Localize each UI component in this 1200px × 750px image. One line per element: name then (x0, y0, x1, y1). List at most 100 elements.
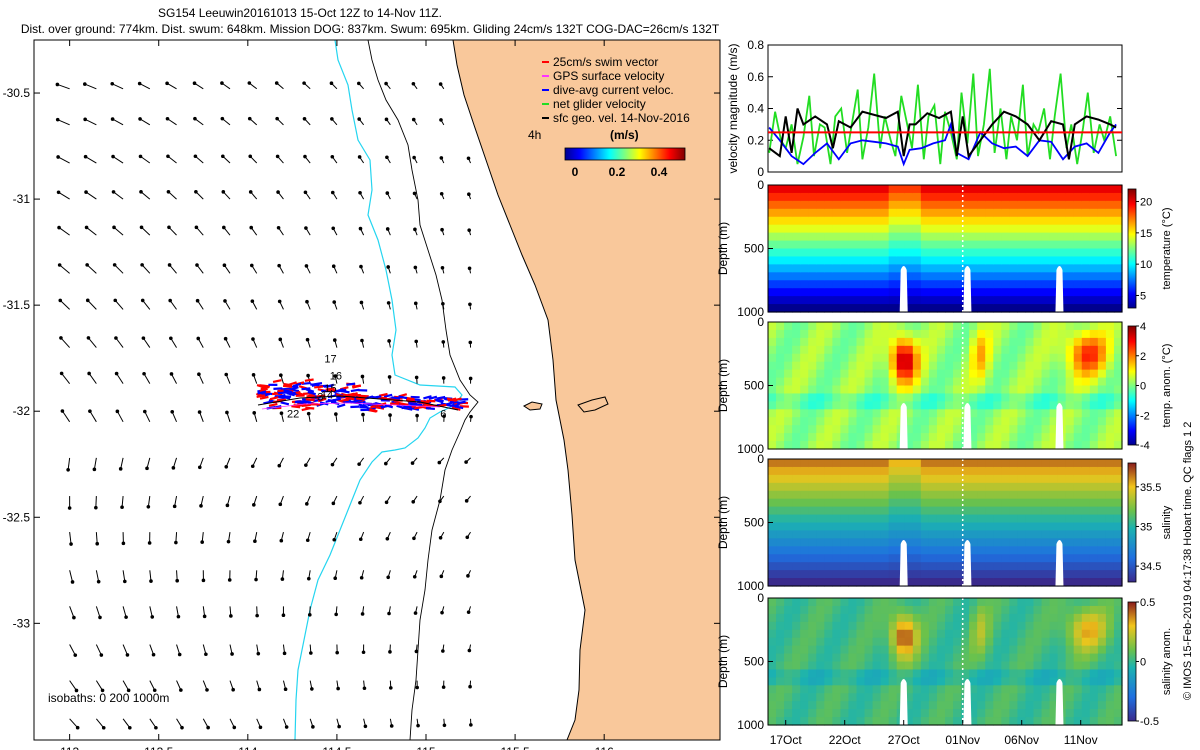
heatmap-cell (880, 669, 890, 678)
heatmap-cell (1009, 498, 1019, 508)
heatmap-cell (936, 185, 946, 194)
geo-arrow-head (140, 263, 144, 267)
track-gps (261, 402, 441, 410)
heatmap-cell (792, 200, 801, 210)
geo-arrow (170, 338, 177, 348)
heatmap-cell (936, 377, 946, 387)
heatmap-cell (848, 669, 858, 678)
heatmap-cell (1009, 409, 1019, 418)
heatmap-cell (1097, 441, 1107, 450)
geo-arrow-head (250, 464, 255, 469)
heatmap-cell (1081, 377, 1091, 387)
heatmap-cell (953, 337, 962, 347)
heatmap-cell (912, 605, 922, 615)
geo-arrow-head (282, 651, 287, 656)
heatmap-cell (1081, 216, 1091, 226)
heatmap-cell (880, 514, 890, 524)
geo-arrow-head (175, 578, 179, 583)
depth-tick-label: 0 (757, 452, 764, 466)
heatmap-cell (969, 345, 978, 355)
geo-arrow-head (332, 300, 337, 304)
heatmap-cell (1033, 385, 1043, 395)
heatmap-cell (1097, 621, 1107, 631)
heatmap-cell (1009, 693, 1019, 702)
heatmap-cell (1089, 441, 1099, 450)
heatmap-cell (888, 498, 898, 508)
heatmap-cell (896, 337, 906, 347)
heatmap-cell (792, 409, 801, 418)
geo-arrow-head (384, 117, 389, 122)
geo-arrow (58, 227, 70, 236)
heatmap-cell (985, 409, 994, 418)
heatmap-cell (928, 264, 938, 273)
heatmap-cell (985, 280, 994, 289)
geo-arrow (113, 191, 124, 200)
heatmap-cell (953, 459, 962, 468)
heatmap-cell (912, 637, 922, 647)
geo-arrow-head (413, 227, 417, 232)
geo-arrow-head (414, 375, 419, 380)
heatmap-cell (896, 474, 906, 484)
heatmap-cell (864, 322, 874, 331)
heatmap-cell (1065, 498, 1075, 508)
heatmap-cell (969, 490, 978, 500)
geo-arrow-head (413, 611, 418, 615)
heatmap-cell (1049, 304, 1059, 313)
legend-label: 25cm/s swim vector (553, 55, 658, 69)
heatmap-cell (1001, 578, 1010, 587)
geo-arrow-head (467, 192, 471, 197)
heatmap-cell (784, 369, 793, 379)
heatmap-cell (1097, 296, 1107, 305)
heatmap-cell (904, 562, 914, 571)
heatmap-cell (872, 200, 882, 210)
heatmap-cell (1025, 598, 1035, 607)
geo-arrow-head (305, 299, 309, 304)
heatmap-cell (1017, 280, 1027, 289)
heatmap-cell (1073, 409, 1083, 418)
heatmap-cell (880, 701, 890, 710)
heatmap-cell (856, 401, 866, 410)
heatmap-cell (977, 345, 986, 355)
heatmap-cell (808, 661, 817, 671)
heatmap-cell (1001, 645, 1010, 655)
heatmap-cell (945, 216, 954, 226)
heatmap-cell (953, 264, 962, 273)
geo-arrow-head (414, 339, 419, 344)
heatmap-cell (1025, 441, 1035, 450)
heatmap-cell (985, 709, 994, 718)
geo-arrow-head (55, 82, 60, 87)
heatmap-cell (1033, 401, 1043, 410)
heatmap-cell (1073, 216, 1083, 226)
heatmap-cell (872, 677, 882, 686)
heatmap-cell (904, 425, 914, 434)
heatmap-cell (768, 264, 777, 273)
heatmap-cell (1025, 288, 1035, 297)
heatmap-cell (808, 385, 817, 395)
heatmap-cell (1025, 506, 1035, 516)
heatmap-cell (920, 280, 930, 289)
heatmap-cell (832, 185, 842, 194)
heatmap-cell (1049, 677, 1059, 686)
heatmap-cell (1009, 353, 1019, 363)
heatmap-cell (832, 288, 842, 297)
heatmap-cell (1041, 677, 1051, 686)
heatmap-cell (1113, 401, 1123, 410)
heatmap-cell (808, 629, 817, 639)
heatmap-cell (1041, 401, 1051, 410)
colorbar-label: temperature (°C) (1161, 207, 1173, 289)
heatmap-cell (832, 385, 842, 395)
heatmap-cell (768, 538, 777, 547)
heatmap-cell (864, 361, 874, 371)
heatmap-cell (1001, 466, 1010, 476)
heatmap-cell (1113, 393, 1123, 402)
geo-arrow-head (278, 502, 283, 507)
heatmap-cell (928, 661, 938, 671)
heatmap-cell (953, 530, 962, 539)
heatmap-cell (904, 393, 914, 402)
heatmap-cell (824, 645, 833, 655)
heatmap-cell (1113, 224, 1123, 234)
heatmap-cell (1033, 701, 1043, 710)
heatmap-cell (840, 514, 850, 524)
heatmap-cell (969, 296, 978, 305)
heatmap-cell (1025, 701, 1035, 710)
